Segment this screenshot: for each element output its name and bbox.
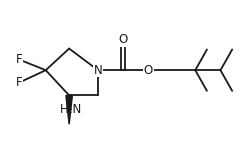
Text: F: F bbox=[16, 53, 22, 66]
Text: H₂N: H₂N bbox=[60, 103, 82, 116]
Text: N: N bbox=[94, 64, 102, 77]
Text: O: O bbox=[144, 64, 153, 77]
Polygon shape bbox=[66, 95, 72, 124]
Text: O: O bbox=[118, 33, 128, 46]
Text: F: F bbox=[16, 76, 22, 89]
